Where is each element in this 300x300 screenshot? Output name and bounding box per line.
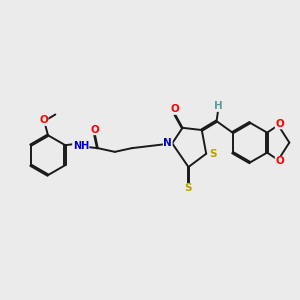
Text: NH: NH (73, 141, 89, 151)
Text: H: H (214, 101, 223, 111)
Text: S: S (209, 149, 217, 159)
Text: O: O (275, 157, 284, 166)
Text: O: O (275, 119, 284, 129)
Text: O: O (90, 125, 99, 135)
Text: S: S (185, 184, 192, 194)
Text: O: O (171, 104, 179, 114)
Text: N: N (164, 138, 172, 148)
Text: O: O (39, 116, 48, 125)
